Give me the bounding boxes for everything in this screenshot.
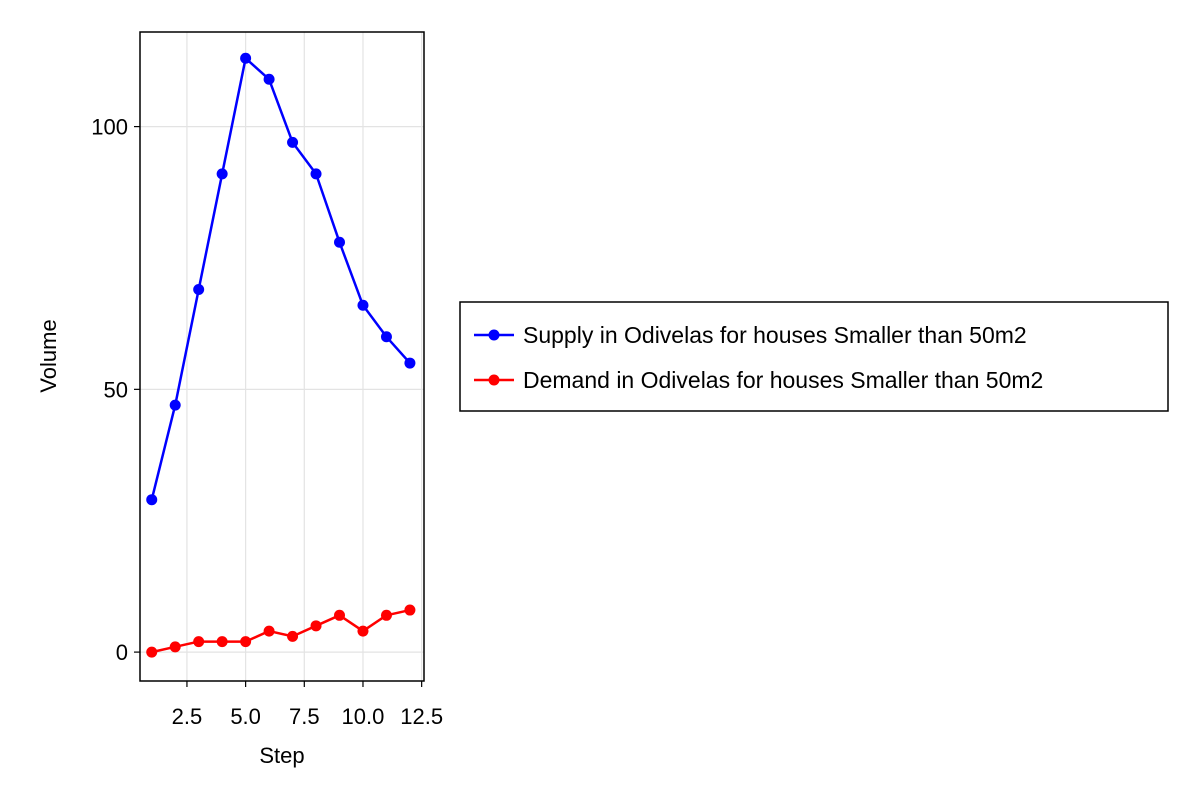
plot-frame (139, 31, 425, 682)
data-point-demand (334, 609, 346, 621)
y-tick-label: 0 (116, 640, 128, 665)
data-point-demand (216, 636, 228, 648)
y-axis-title: Volume (36, 319, 61, 392)
legend-label-demand: Demand in Odivelas for houses Smaller th… (523, 367, 1043, 393)
axis-ticks: 2.5 5.0 7.5 10.0 12.5 0 50 100 (91, 115, 443, 729)
data-point-demand (146, 646, 158, 658)
data-point-demand (193, 636, 205, 648)
data-point-supply (404, 357, 416, 369)
data-point-supply (263, 73, 275, 85)
data-point-demand (240, 636, 252, 648)
data-point-demand (310, 620, 322, 632)
data-point-demand (287, 630, 299, 642)
x-tick-label: 10.0 (342, 704, 385, 729)
x-tick-label: 5.0 (230, 704, 261, 729)
series-line-demand (151, 608, 411, 654)
data-point-supply (357, 299, 369, 311)
data-point-demand (404, 604, 416, 616)
data-point-demand (380, 609, 392, 621)
data-point-supply (310, 168, 322, 180)
data-point-supply (287, 136, 299, 148)
grid (140, 32, 424, 681)
series-line-supply (150, 57, 411, 501)
data-point-supply (216, 168, 228, 180)
data-point-supply (240, 52, 252, 64)
y-tick-label: 50 (104, 377, 128, 402)
legend-entry-supply: Supply in Odivelas for houses Smaller th… (474, 322, 1027, 348)
data-point-supply (193, 283, 205, 295)
x-tick-label: 12.5 (400, 704, 443, 729)
data-point-supply (380, 331, 392, 343)
legend-marker-supply (488, 329, 500, 341)
legend-marker-demand (488, 374, 500, 386)
data-point-supply (334, 236, 346, 248)
data-point-supply (169, 399, 181, 411)
x-axis-title: Step (259, 743, 304, 768)
y-tick-label: 100 (91, 115, 128, 140)
data-point-demand (263, 625, 275, 637)
x-tick-label: 7.5 (289, 704, 320, 729)
legend: Supply in Odivelas for houses Smaller th… (459, 301, 1169, 412)
data-point-supply (146, 494, 158, 506)
plot-series (146, 52, 416, 658)
data-point-demand (169, 641, 181, 653)
legend-entry-demand: Demand in Odivelas for houses Smaller th… (474, 367, 1043, 393)
x-tick-label: 2.5 (172, 704, 203, 729)
legend-box (459, 301, 1169, 412)
data-point-demand (357, 625, 369, 637)
legend-label-supply: Supply in Odivelas for houses Smaller th… (523, 322, 1027, 348)
